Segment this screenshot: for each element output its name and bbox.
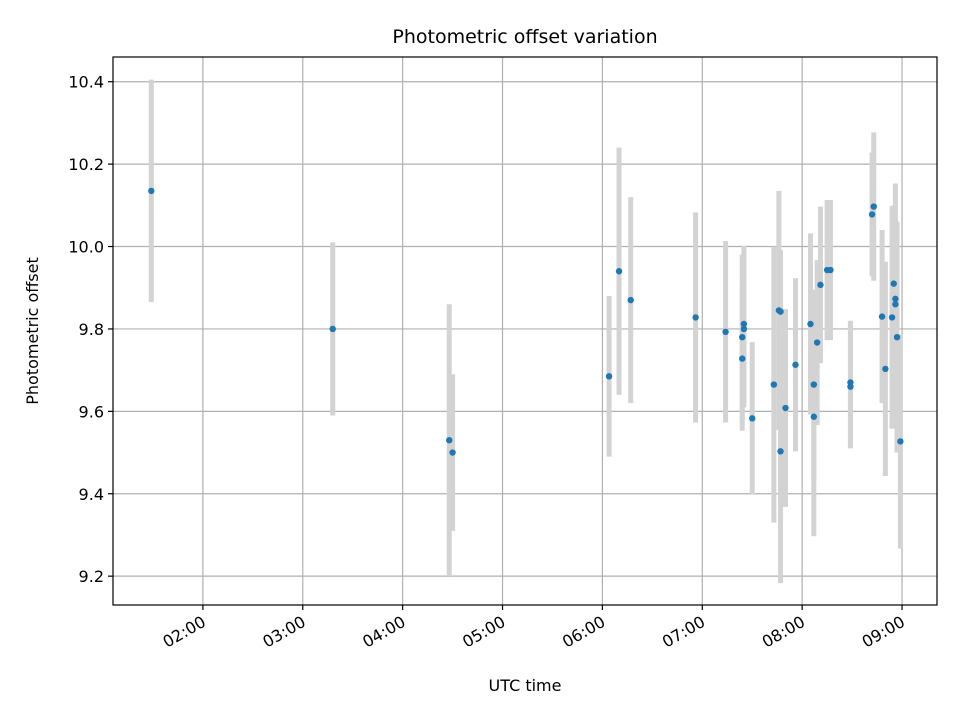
grid bbox=[113, 57, 937, 605]
y-tick-label: 9.8 bbox=[79, 320, 104, 339]
data-point bbox=[897, 438, 904, 445]
x-axis-label: UTC time bbox=[489, 676, 562, 695]
data-point bbox=[749, 415, 756, 422]
data-point bbox=[739, 333, 746, 341]
y-axis-label: Photometric offset bbox=[23, 257, 42, 405]
data-point bbox=[740, 320, 748, 328]
data-point bbox=[605, 373, 613, 380]
data-point bbox=[329, 325, 336, 333]
data-point bbox=[813, 339, 821, 346]
data-point bbox=[807, 320, 814, 328]
data-point bbox=[817, 281, 824, 289]
data-point bbox=[892, 295, 899, 303]
y-axis-ticks: 9.2 9.4 9.6 9.8 10.0 10.2 10.4 bbox=[68, 73, 113, 586]
data-point bbox=[890, 280, 897, 287]
data-point bbox=[810, 413, 818, 420]
data-point bbox=[740, 325, 748, 333]
data-point bbox=[615, 268, 623, 275]
data-point bbox=[449, 449, 456, 456]
data-point bbox=[148, 187, 155, 195]
data-point bbox=[692, 314, 699, 321]
data-point bbox=[888, 314, 896, 321]
y-tick-label: 9.4 bbox=[79, 485, 104, 504]
data-point bbox=[882, 365, 889, 373]
data-point bbox=[446, 436, 453, 444]
data-point bbox=[810, 381, 818, 388]
data-point bbox=[892, 301, 899, 308]
chart-title: Photometric offset variation bbox=[392, 26, 657, 48]
data-point bbox=[792, 361, 799, 368]
data-points bbox=[148, 187, 904, 456]
y-tick-label: 10.2 bbox=[68, 155, 104, 174]
data-point bbox=[722, 328, 729, 336]
plot-frame bbox=[112, 56, 938, 606]
data-point bbox=[739, 355, 746, 362]
data-point bbox=[878, 313, 886, 320]
data-point bbox=[847, 383, 854, 390]
data-point bbox=[782, 404, 789, 412]
data-point bbox=[868, 211, 876, 218]
y-tick-label: 9.2 bbox=[79, 567, 104, 586]
data-point bbox=[770, 381, 778, 388]
y-tick-label: 10.0 bbox=[68, 238, 104, 257]
data-point bbox=[777, 448, 784, 455]
y-tick-label: 9.6 bbox=[79, 402, 104, 421]
data-point bbox=[870, 203, 877, 210]
data-point bbox=[777, 308, 784, 315]
y-tick-label: 10.4 bbox=[68, 73, 104, 92]
data-point bbox=[827, 266, 834, 274]
data-point bbox=[893, 333, 901, 341]
data-point bbox=[627, 296, 634, 304]
